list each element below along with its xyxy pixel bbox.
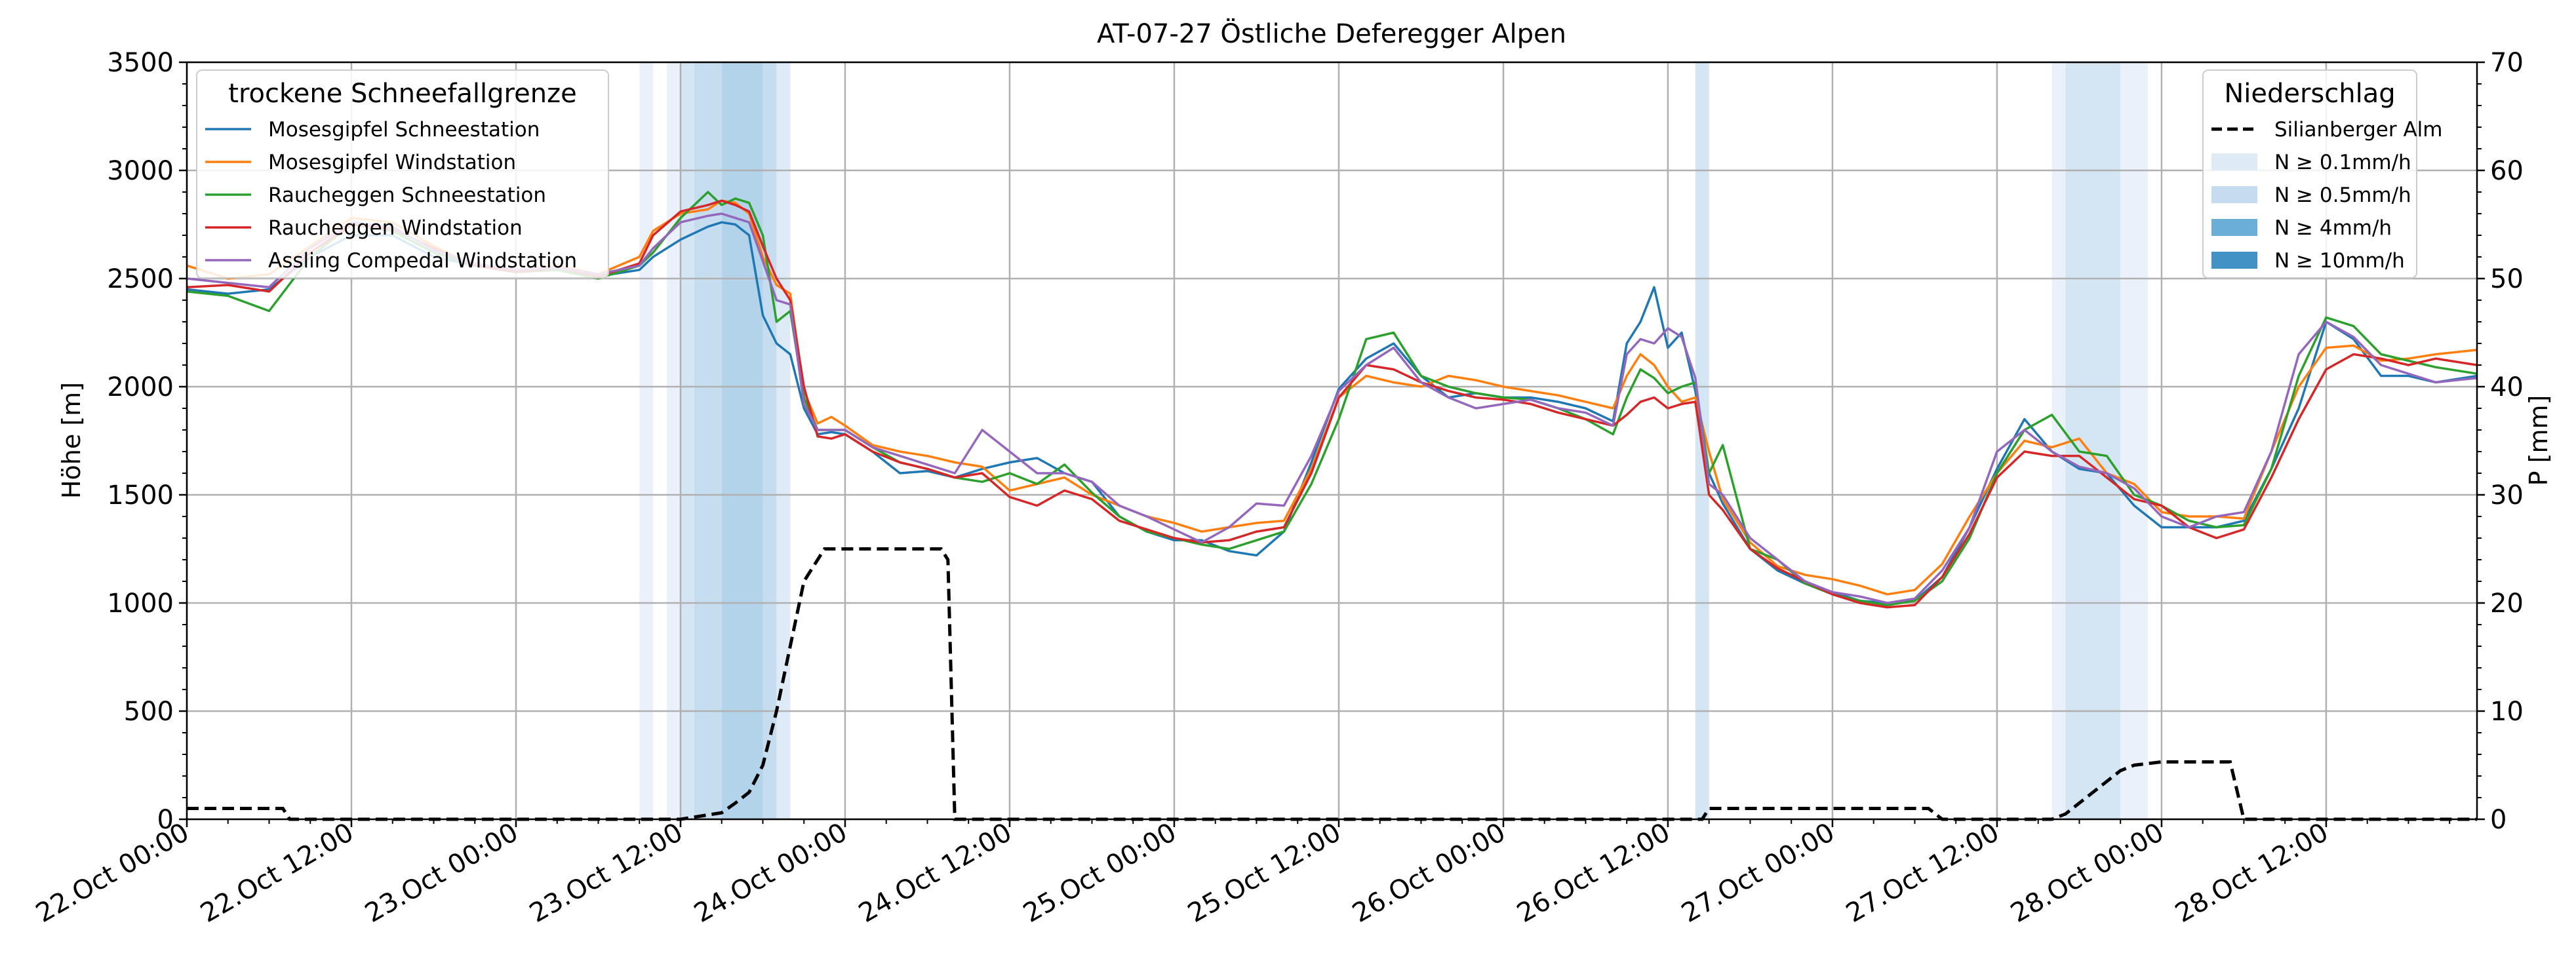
series-line-3	[186, 199, 2478, 609]
legend-left-entry-2: Raucheggen Schneestation	[268, 184, 546, 207]
y-right-tick-label-3: 30	[2490, 480, 2524, 511]
precip-band-1	[667, 62, 681, 819]
legend-right-swatch-4	[2211, 252, 2257, 269]
y-right-tick-label-2: 20	[2490, 589, 2524, 619]
y-tick-label-0: 0	[157, 805, 174, 835]
y-tick-label-4: 2000	[107, 372, 174, 402]
y-tick-label-5: 2500	[107, 264, 174, 294]
y-right-tick-label-5: 50	[2490, 264, 2524, 294]
precip-band-5	[763, 62, 777, 819]
series-lines	[186, 191, 2478, 609]
legend-right-swatch-1	[2211, 153, 2257, 170]
legend-left-box	[196, 69, 609, 279]
precip-band-3	[694, 62, 722, 819]
y-tick-label-3: 1500	[107, 480, 174, 511]
precip-band-10	[2120, 62, 2149, 819]
y-right-tick-label-6: 60	[2490, 156, 2524, 186]
y-right-tick-label-0: 0	[2490, 805, 2507, 835]
legend-left: trockene Schneefallgrenze Mosesgipfel Sc…	[196, 69, 609, 279]
legend-right: Niederschlag Silianberger Alm N ≥ 0.1mm/h…	[2202, 69, 2442, 279]
legend-right-swatch-3	[2211, 219, 2257, 236]
legend-left-entry-0: Mosesgipfel Schneestation	[268, 118, 540, 142]
legend-right-entry-4: N ≥ 10mm/h	[2274, 249, 2405, 273]
y-axis-label-left: Höhe [m]	[57, 382, 86, 499]
legend-left-entry-4: Assling Compedal Windstation	[268, 249, 577, 273]
y-right-tick-label-4: 40	[2490, 372, 2524, 402]
legend-right-entry-0: Silianberger Alm	[2274, 118, 2442, 142]
series-line-4	[186, 212, 2478, 604]
y-tick-label-1: 500	[124, 697, 174, 727]
precip-band-4	[721, 62, 763, 819]
precip-line-layer	[187, 547, 2477, 821]
legend-right-swatch-2	[2211, 186, 2257, 203]
legend-left-title: trockene Schneefallgrenze	[228, 79, 576, 109]
precip-line	[187, 547, 2477, 821]
series-line-2	[186, 191, 2478, 607]
y-right-tick-label-7: 70	[2490, 48, 2524, 78]
chart-title: AT-07-27 Östliche Deferegger Alpen	[1097, 18, 1566, 49]
y-tick-label-2: 1000	[107, 589, 174, 619]
legend-left-entry-1: Mosesgipfel Windstation	[268, 151, 516, 174]
legend-right-entry-1: N ≥ 0.1mm/h	[2274, 151, 2411, 174]
legend-left-entry-3: Raucheggen Windstation	[268, 216, 523, 240]
y-tick-label-6: 3000	[107, 156, 174, 186]
legend-right-title: Niederschlag	[2224, 79, 2395, 109]
precip-band-0	[639, 62, 654, 819]
series-line-1	[186, 199, 2478, 596]
legend-right-entry-2: N ≥ 0.5mm/h	[2274, 184, 2411, 207]
plot-frame	[186, 61, 2478, 821]
y-right-tick-label-1: 10	[2490, 697, 2524, 727]
y-tick-label-7: 3500	[107, 48, 174, 78]
y-axis-label-right: P [mm]	[2524, 395, 2553, 486]
precip-band-8	[2051, 62, 2066, 819]
precip-band-2	[680, 62, 694, 819]
legend-right-entry-3: N ≥ 4mm/h	[2274, 216, 2392, 240]
precip-band-6	[776, 62, 791, 819]
